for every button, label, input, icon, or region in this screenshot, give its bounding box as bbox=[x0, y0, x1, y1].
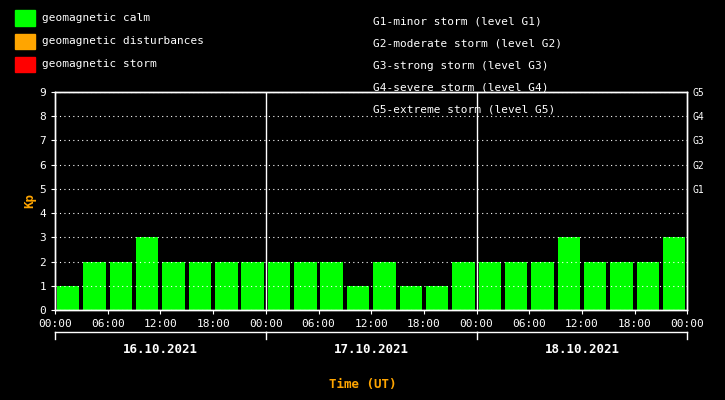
Bar bbox=[83, 262, 106, 310]
Bar bbox=[320, 262, 343, 310]
Bar bbox=[347, 286, 369, 310]
Bar bbox=[268, 262, 290, 310]
Text: G4-severe storm (level G4): G4-severe storm (level G4) bbox=[373, 83, 549, 93]
Text: Time (UT): Time (UT) bbox=[328, 378, 397, 391]
Bar bbox=[584, 262, 606, 310]
Bar bbox=[610, 262, 633, 310]
Text: G3-strong storm (level G3): G3-strong storm (level G3) bbox=[373, 61, 549, 71]
Text: G2-moderate storm (level G2): G2-moderate storm (level G2) bbox=[373, 39, 563, 49]
Text: geomagnetic storm: geomagnetic storm bbox=[42, 60, 157, 70]
Bar bbox=[399, 286, 422, 310]
Bar bbox=[637, 262, 659, 310]
Bar bbox=[162, 262, 185, 310]
Text: geomagnetic calm: geomagnetic calm bbox=[42, 13, 150, 23]
Bar bbox=[294, 262, 317, 310]
Bar bbox=[188, 262, 211, 310]
Text: G1-minor storm (level G1): G1-minor storm (level G1) bbox=[373, 17, 542, 27]
Bar bbox=[57, 286, 80, 310]
Text: 17.10.2021: 17.10.2021 bbox=[334, 343, 409, 356]
Text: 16.10.2021: 16.10.2021 bbox=[123, 343, 198, 356]
Bar bbox=[531, 262, 554, 310]
Bar bbox=[215, 262, 238, 310]
Bar bbox=[558, 237, 580, 310]
Bar bbox=[241, 262, 264, 310]
Bar bbox=[373, 262, 396, 310]
Bar bbox=[136, 237, 159, 310]
Bar bbox=[663, 237, 685, 310]
Text: G5-extreme storm (level G5): G5-extreme storm (level G5) bbox=[373, 105, 555, 115]
Bar bbox=[452, 262, 475, 310]
Bar bbox=[478, 262, 501, 310]
Bar bbox=[426, 286, 448, 310]
Bar bbox=[109, 262, 132, 310]
Text: geomagnetic disturbances: geomagnetic disturbances bbox=[42, 36, 204, 46]
Text: 18.10.2021: 18.10.2021 bbox=[544, 343, 619, 356]
Y-axis label: Kp: Kp bbox=[23, 194, 36, 208]
Bar bbox=[505, 262, 527, 310]
